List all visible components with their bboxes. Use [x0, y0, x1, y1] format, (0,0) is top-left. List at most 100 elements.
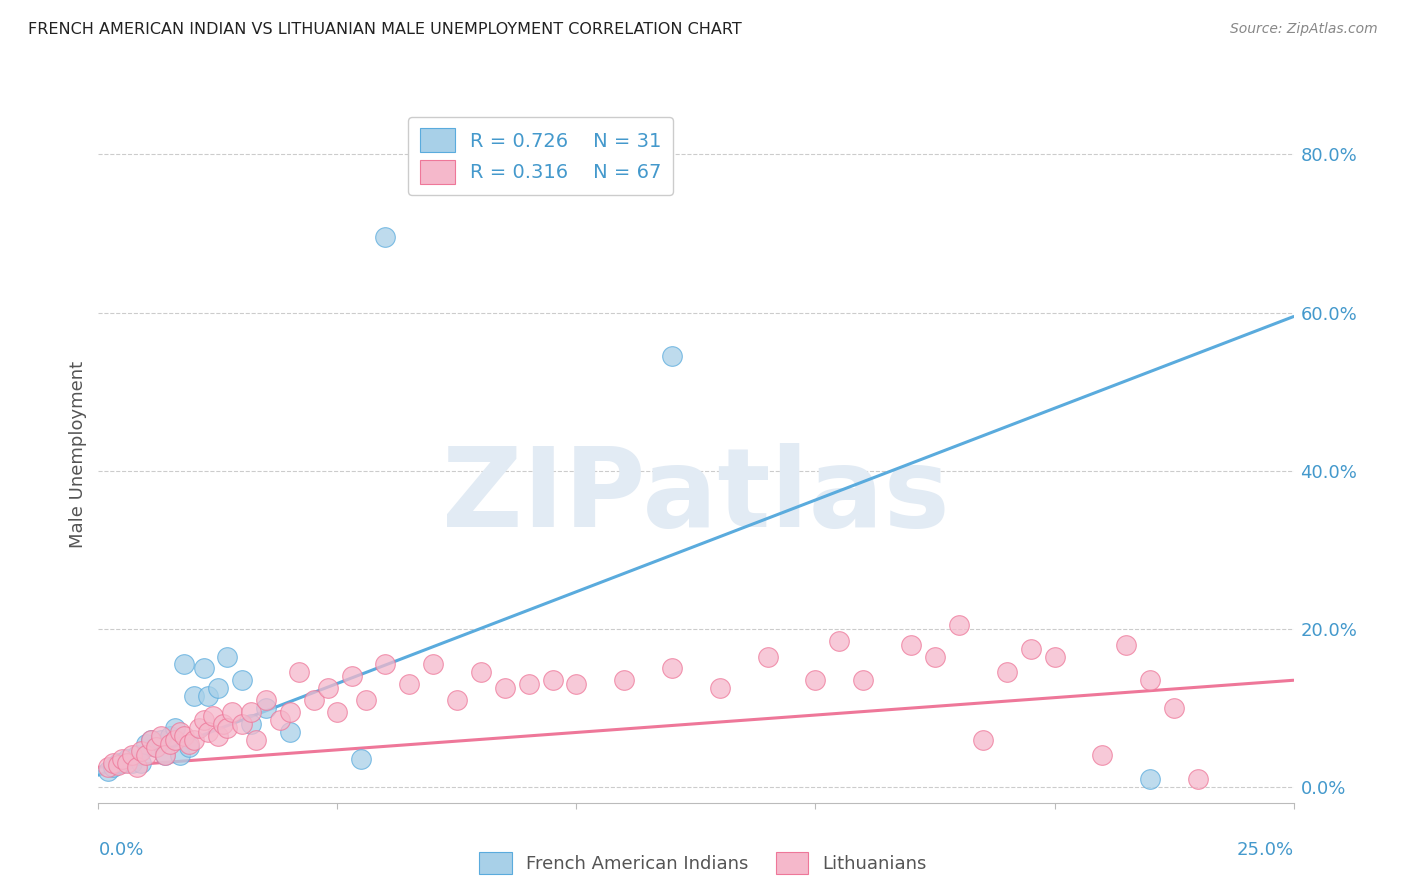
Text: 0.0%: 0.0% [98, 841, 143, 859]
Point [159, 737, 181, 751]
Point [163, 721, 186, 735]
Point [207, 681, 229, 695]
Point [193, 713, 215, 727]
Point [131, 744, 153, 758]
Point [326, 705, 349, 719]
Point [211, 716, 233, 731]
Point [111, 752, 134, 766]
Point [173, 657, 195, 672]
Point [115, 756, 138, 771]
Point [207, 729, 229, 743]
Point [240, 716, 263, 731]
Point [159, 729, 181, 743]
Point [131, 756, 153, 771]
Point [149, 732, 172, 747]
Point [107, 756, 129, 771]
Point [197, 689, 219, 703]
Point [852, 673, 875, 688]
Point [155, 748, 177, 763]
Point [517, 677, 540, 691]
Text: FRENCH AMERICAN INDIAN VS LITHUANIAN MALE UNEMPLOYMENT CORRELATION CHART: FRENCH AMERICAN INDIAN VS LITHUANIAN MAL… [28, 22, 742, 37]
Point [972, 732, 994, 747]
Point [231, 716, 253, 731]
Point [179, 740, 201, 755]
Point [125, 760, 148, 774]
Point [179, 737, 201, 751]
Point [231, 673, 253, 688]
Point [183, 732, 205, 747]
Point [613, 673, 636, 688]
Point [1091, 748, 1114, 763]
Point [197, 724, 219, 739]
Point [924, 649, 946, 664]
Text: Source: ZipAtlas.com: Source: ZipAtlas.com [1230, 22, 1378, 37]
Point [374, 230, 396, 244]
Legend: R = 0.726    N = 31, R = 0.316    N = 67: R = 0.726 N = 31, R = 0.316 N = 67 [408, 117, 673, 195]
Point [446, 693, 468, 707]
Point [350, 752, 373, 766]
Point [183, 689, 205, 703]
Point [221, 705, 243, 719]
Point [1139, 673, 1161, 688]
Text: 25.0%: 25.0% [1236, 841, 1294, 859]
Point [254, 701, 277, 715]
Point [340, 669, 363, 683]
Point [1115, 638, 1137, 652]
Point [374, 657, 396, 672]
Legend: French American Indians, Lithuanians: French American Indians, Lithuanians [472, 845, 934, 881]
Point [139, 732, 162, 747]
Point [217, 721, 239, 735]
Point [97, 760, 120, 774]
Point [155, 748, 177, 763]
Point [541, 673, 564, 688]
Point [145, 740, 167, 755]
Point [202, 708, 225, 723]
Point [1187, 772, 1209, 786]
Point [1043, 649, 1066, 664]
Point [995, 665, 1018, 680]
Point [121, 756, 143, 771]
Point [422, 657, 444, 672]
Point [661, 661, 683, 675]
Point [245, 732, 267, 747]
Point [828, 633, 851, 648]
Point [217, 649, 239, 664]
Point [1163, 701, 1185, 715]
Point [149, 729, 172, 743]
Point [900, 638, 922, 652]
Point [756, 649, 779, 664]
Point [302, 693, 325, 707]
Point [173, 729, 195, 743]
Point [111, 756, 134, 771]
Point [135, 737, 157, 751]
Point [97, 764, 120, 779]
Point [398, 677, 420, 691]
Point [107, 757, 129, 772]
Point [169, 724, 191, 739]
Point [565, 677, 588, 691]
Point [1019, 641, 1042, 656]
Point [101, 760, 124, 774]
Point [139, 732, 162, 747]
Point [187, 721, 209, 735]
Point [101, 756, 124, 771]
Point [470, 665, 492, 680]
Text: ZIPatlas: ZIPatlas [441, 443, 950, 550]
Point [163, 732, 186, 747]
Point [145, 740, 167, 755]
Point [240, 705, 263, 719]
Point [135, 748, 157, 763]
Point [804, 673, 827, 688]
Y-axis label: Male Unemployment: Male Unemployment [69, 361, 87, 549]
Point [1139, 772, 1161, 786]
Point [115, 752, 138, 766]
Point [193, 661, 215, 675]
Point [121, 748, 143, 763]
Point [494, 681, 516, 695]
Point [661, 349, 683, 363]
Point [269, 713, 291, 727]
Point [254, 693, 277, 707]
Point [316, 681, 339, 695]
Point [288, 665, 311, 680]
Point [354, 693, 377, 707]
